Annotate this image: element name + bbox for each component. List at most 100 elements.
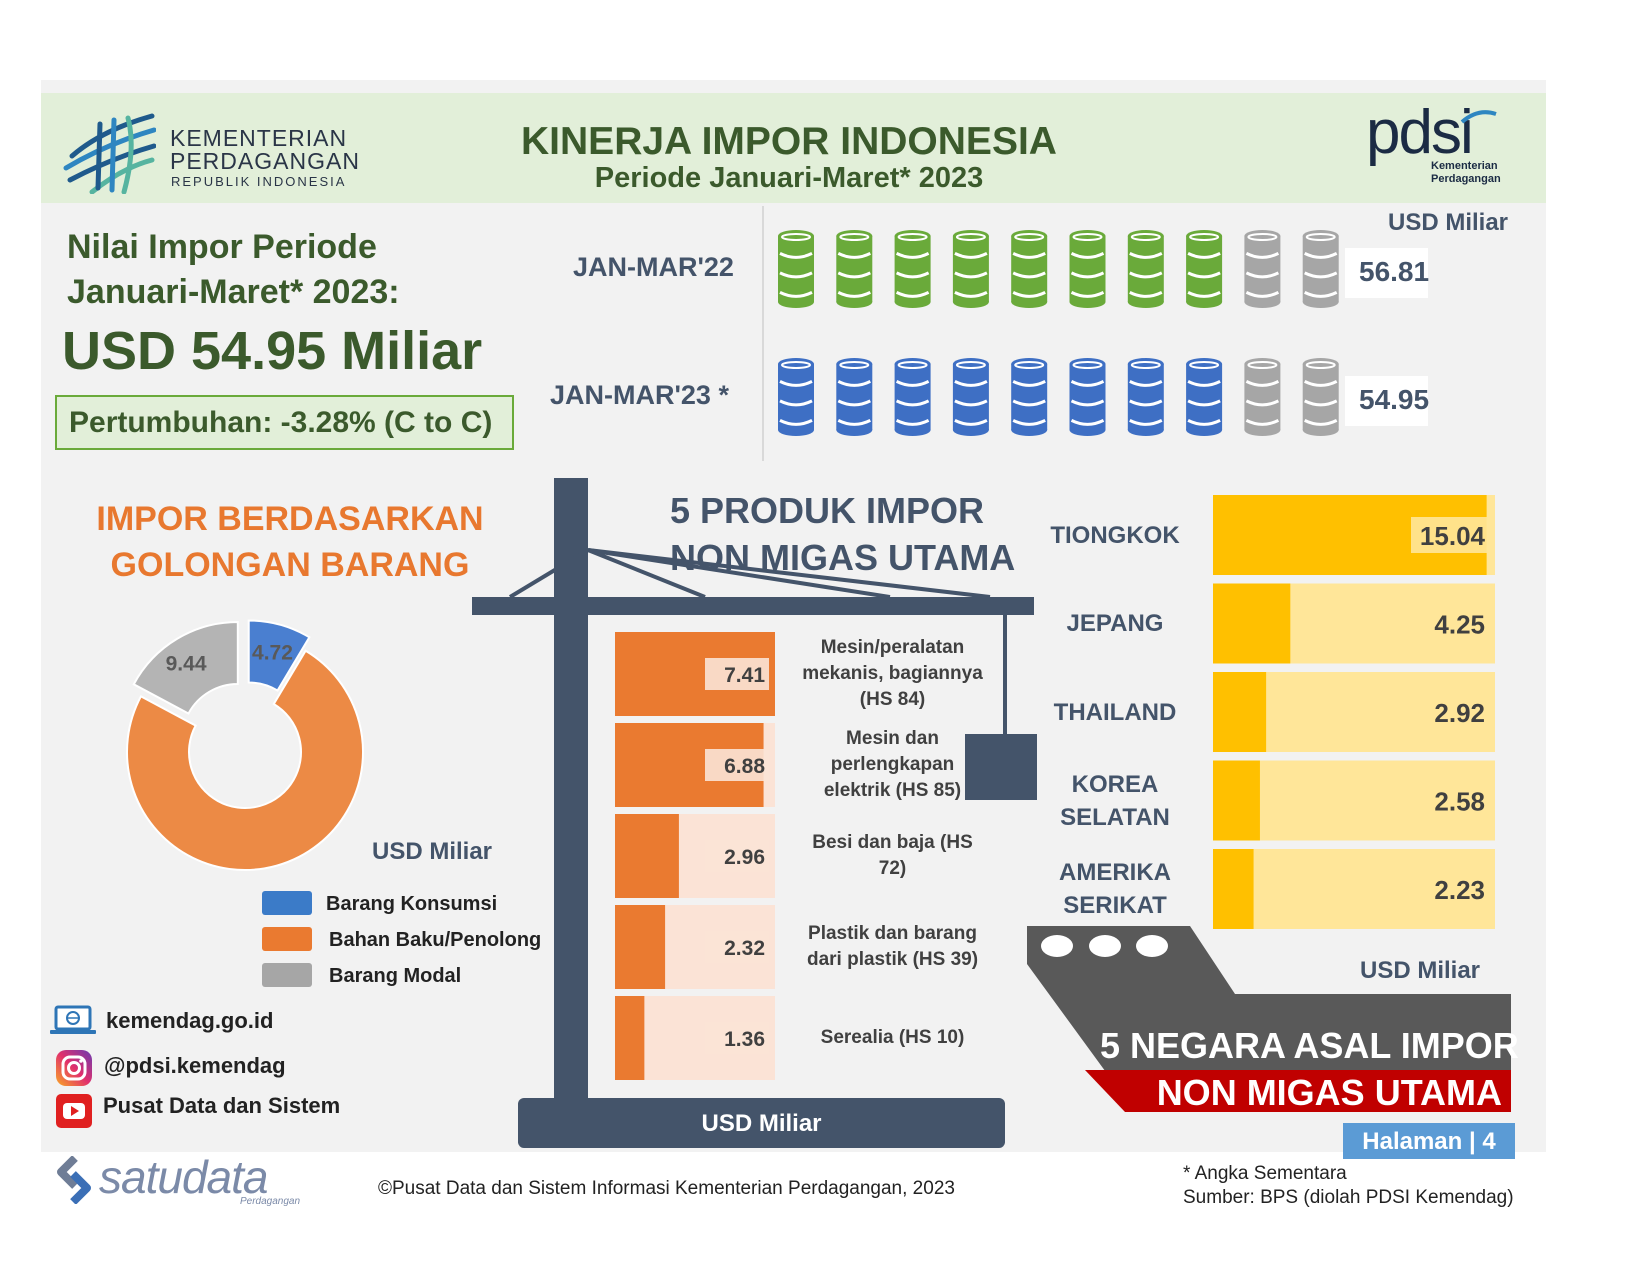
legend-label-barang-modal: Barang Modal	[329, 965, 462, 987]
data-source: Sumber: BPS (diolah PDSI Kemendag)	[1183, 1187, 1514, 1208]
pdsi-subtitle-line2: Perdagangan	[1431, 173, 1501, 185]
page-subtitle: Periode Januari-Maret* 2023	[594, 162, 984, 194]
produk-value-label: 6.88	[724, 755, 765, 778]
page-number-badge: Halaman | 4	[1343, 1123, 1515, 1159]
donut-value-label: 9.44	[166, 653, 207, 676]
produk-value-label: 7.41	[724, 664, 765, 687]
crane-illustration	[472, 478, 1037, 1148]
produk-category-label-line: (HS 84)	[859, 689, 926, 710]
produk-category-label-line: dari plastik (HS 39)	[806, 949, 979, 970]
barrel-icon	[1127, 230, 1164, 308]
produk-value-box	[705, 840, 769, 872]
produk-value-box	[705, 658, 769, 690]
negara-category-label-line: SERIKAT	[1063, 892, 1167, 919]
instagram-link[interactable]: @pdsi.kemendag	[104, 1053, 286, 1078]
negara-bar-chart: 15.04 4.25 2.92 2.58 2.23	[1213, 495, 1495, 929]
legend-swatch-bahan-baku	[262, 927, 312, 951]
produk-category-label-line: 72)	[878, 858, 907, 879]
produk-value-box	[705, 931, 769, 963]
produk-value-label: 2.96	[724, 846, 765, 869]
produk-value-label: 1.36	[724, 1028, 765, 1051]
negara-value-box	[1411, 694, 1489, 730]
legend-swatch-barang-modal	[262, 963, 312, 987]
negara-value-label: 15.04	[1420, 521, 1486, 551]
barrel-icon	[1186, 230, 1223, 308]
satudata-logo: satudata	[99, 1151, 268, 1203]
barrel-pictogram	[778, 230, 1339, 436]
ministry-name-line2: PERDAGANGAN	[170, 148, 360, 174]
produk-value-label: 2.32	[724, 937, 765, 960]
produk-category-label: Serealia (HS 10)	[790, 996, 995, 1080]
satudata-logo-icon	[57, 1156, 91, 1204]
produk-bar	[615, 814, 679, 898]
negara-value-label: 4.25	[1434, 610, 1485, 640]
barrel-icon	[952, 358, 989, 436]
kemendag-logo-icon	[63, 113, 156, 194]
summary-label-line2: Januari-Maret* 2023:	[67, 273, 400, 311]
negara-category-label-line: THAILAND	[1053, 698, 1177, 726]
golongan-title-line1: IMPOR BERDASARKAN	[96, 500, 484, 538]
value-box-2023: 54.95	[1345, 376, 1429, 426]
barrel-icon	[836, 230, 873, 308]
produk-category-labels: Mesin/peralatan mekanis, bagiannya (HS 84)…	[790, 632, 995, 1087]
negara-category-label-line: KOREA	[1071, 770, 1159, 798]
growth-text: Pertumbuhan: -3.28% (C to C)	[69, 406, 493, 439]
barrel-icon	[1244, 358, 1281, 436]
produk-unit: USD Miliar	[701, 1110, 822, 1137]
golongan-donut-chart: 4.7240.799.44	[126, 619, 364, 871]
website-link[interactable]: kemendag.go.id	[106, 1008, 274, 1033]
produk-category-label: Mesin/peralatan mekanis, bagiannya (HS 84)	[790, 632, 995, 716]
produk-category-label-line: Besi dan baja (HS	[812, 832, 973, 853]
ministry-name-line1: KEMENTERIAN	[170, 125, 348, 151]
produk-value-box	[705, 1022, 769, 1054]
copyright: ©Pusat Data dan Sistem Informasi Kemente…	[378, 1178, 955, 1199]
produk-bar-chart: 7.41 6.88 2.96 2.32 1.36	[615, 632, 775, 1080]
negara-category-label-line: TIONGKOK	[1050, 521, 1180, 549]
barrel-icon	[836, 358, 873, 436]
negara-value-label: 2.23	[1434, 875, 1485, 905]
negara-value-label: 2.58	[1434, 787, 1485, 817]
comparison-row-label-2022: JAN-MAR'22	[573, 252, 734, 282]
negara-category-label: TIONGKOK	[1040, 495, 1190, 575]
barrel-icon	[1069, 358, 1106, 436]
produk-category-label-line: perlengkapan	[830, 754, 955, 775]
satudata-subtitle: Perdagangan	[240, 1196, 301, 1207]
produk-category-label: Mesin dan perlengkapan elektrik (HS 85)	[790, 723, 995, 807]
legend-label-bahan-baku: Bahan Baku/Penolong	[329, 929, 542, 951]
negara-unit: USD Miliar	[1360, 957, 1481, 984]
ministry-name-line3: REPUBLIK INDONESIA	[171, 174, 347, 189]
barrel-icon	[1127, 358, 1164, 436]
negara-category-label: JEPANG	[1040, 584, 1190, 664]
donut-slice	[126, 649, 364, 871]
pdsi-accent-icon	[1460, 110, 1497, 124]
barrel-icon	[1069, 230, 1106, 308]
legend-swatch-konsumsi	[262, 891, 312, 915]
page-number-label: Halaman | 4	[1362, 1128, 1496, 1155]
barrel-icon	[952, 230, 989, 308]
negara-category-labels: TIONGKOK JEPANG THAILAND KOREA SELATAN AMERIK…	[1040, 495, 1190, 935]
summary-label-line1: Nilai Impor Periode	[67, 228, 377, 266]
header-band	[41, 93, 1546, 203]
produk-category-label-line: Plastik dan barang	[808, 923, 977, 944]
barrel-icon	[1244, 230, 1281, 308]
produk-category-label-line: elektrik (HS 85)	[823, 780, 962, 801]
negara-bar	[1213, 672, 1267, 752]
donut-value-label: 4.72	[252, 642, 293, 665]
negara-category-label-line: AMERIKA	[1059, 859, 1171, 886]
youtube-link[interactable]: Pusat Data dan Sistem	[103, 1093, 341, 1118]
produk-title-line1: 5 PRODUK IMPOR	[670, 490, 985, 531]
negara-bar	[1213, 760, 1260, 841]
comparison-divider	[762, 206, 764, 461]
growth-box: Pertumbuhan: -3.28% (C to C)	[55, 395, 514, 450]
negara-category-label: KOREA SELATAN	[1040, 761, 1190, 841]
produk-category-label-line: Mesin/peralatan	[820, 637, 965, 658]
negara-bar	[1213, 849, 1254, 929]
golongan-title-line2: GOLONGAN BARANG	[110, 546, 470, 584]
page-title: KINERJA IMPOR INDONESIA	[521, 120, 1057, 163]
negara-value-box	[1411, 517, 1489, 553]
pdsi-logo: pdsi	[1366, 98, 1474, 167]
produk-category-label-line: Mesin dan	[846, 728, 939, 749]
barrel-icon	[1011, 358, 1048, 436]
produk-bar	[615, 996, 645, 1080]
comparison-unit: USD Miliar	[1388, 209, 1509, 236]
